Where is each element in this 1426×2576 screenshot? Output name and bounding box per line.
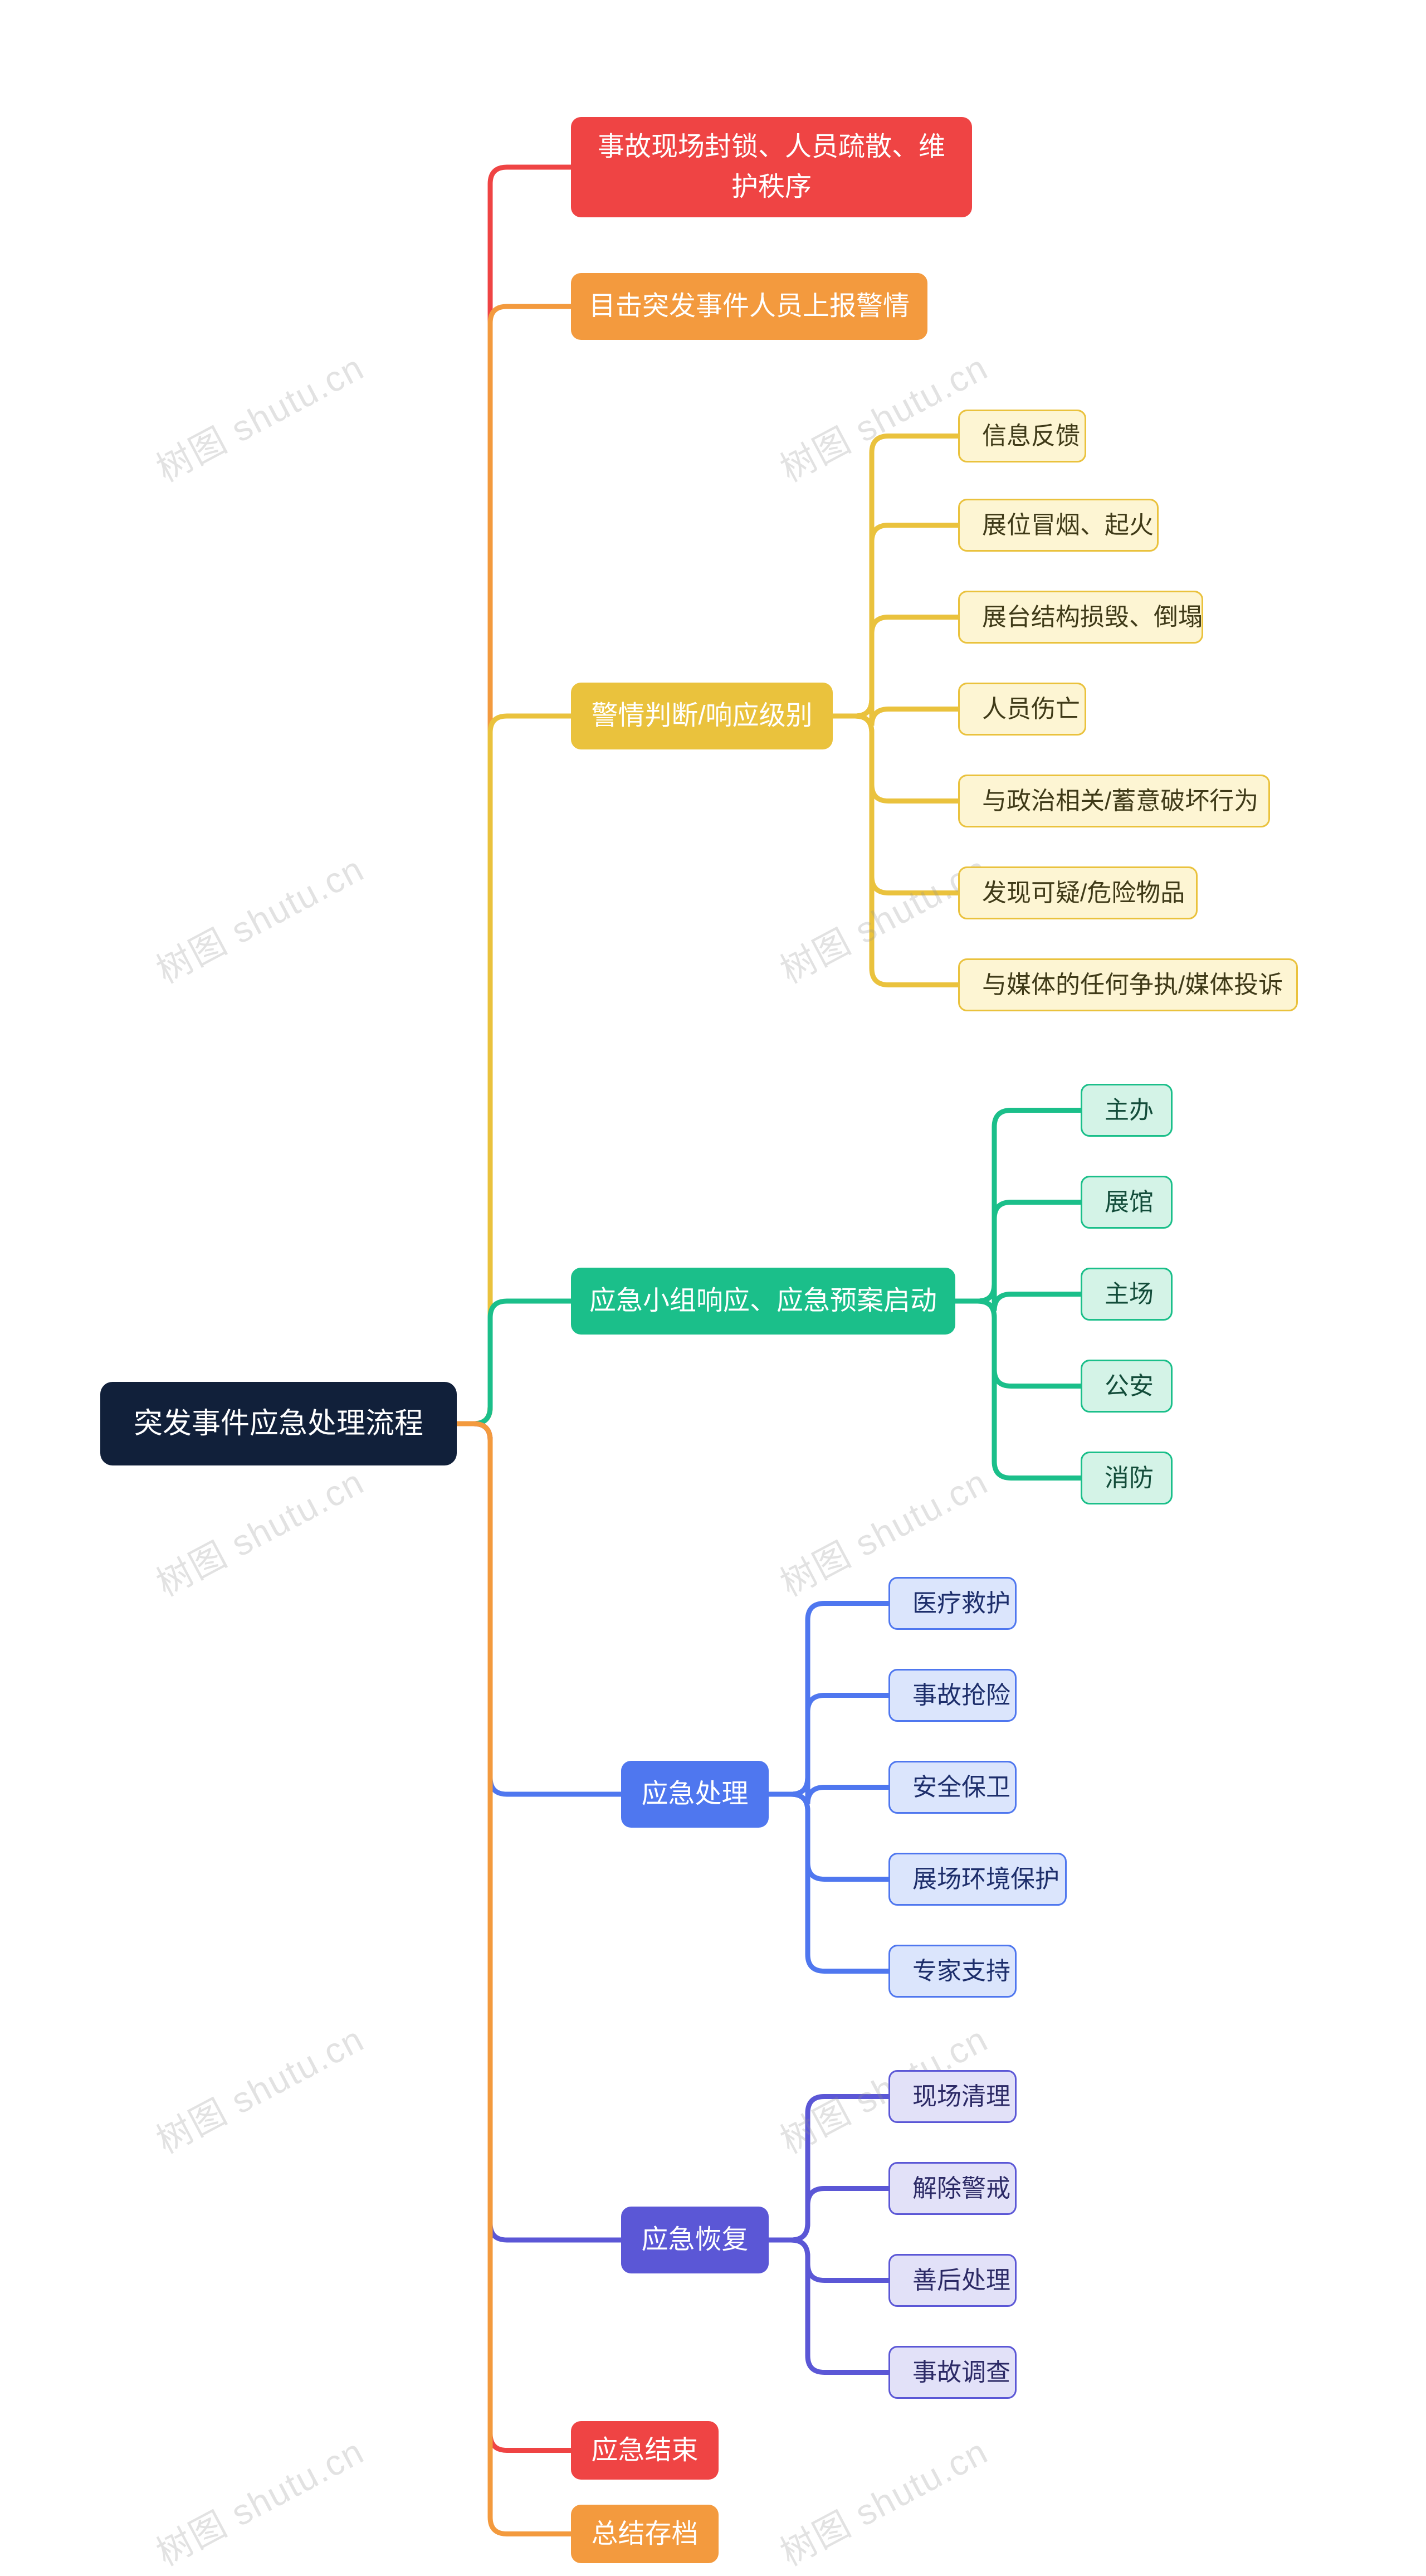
leaf-node-3-1[interactable]: 展馆 (1081, 1176, 1173, 1229)
watermark-text: 树图 shutu.cn (146, 1454, 372, 1606)
leaf-node-2-5[interactable]: 发现可疑/危险物品 (958, 866, 1198, 919)
leaf-label: 人员伤亡 (982, 691, 1080, 728)
watermark-text: 树图 shutu.cn (146, 339, 372, 492)
leaf-label: 专家支持 (912, 1953, 1010, 1990)
branch-node-5[interactable]: 应急恢复 (621, 2207, 769, 2273)
leaf-node-4-3[interactable]: 展场环境保护 (888, 1853, 1067, 1906)
leaf-label: 公安 (1105, 1368, 1154, 1405)
branch-label: 总结存档 (592, 2514, 699, 2554)
leaf-label: 事故调查 (912, 2354, 1010, 2391)
leaf-node-3-0[interactable]: 主办 (1081, 1084, 1173, 1137)
leaf-node-2-3[interactable]: 人员伤亡 (958, 683, 1086, 736)
branch-node-0[interactable]: 事故现场封锁、人员疏散、维护秩序 (571, 117, 972, 217)
root-label: 突发事件应急处理流程 (134, 1402, 423, 1445)
leaf-label: 发现可疑/危险物品 (982, 875, 1185, 912)
leaf-node-5-1[interactable]: 解除警戒 (888, 2162, 1017, 2215)
leaf-node-4-1[interactable]: 事故抢险 (888, 1669, 1017, 1722)
leaf-node-3-4[interactable]: 消防 (1081, 1452, 1173, 1504)
leaf-label: 主办 (1105, 1092, 1154, 1129)
mindmap-canvas: 树图 shutu.cn 树图 shutu.cn 树图 shutu.cn 树图 shut… (0, 0, 1426, 2567)
leaf-node-2-4[interactable]: 与政治相关/蓄意破坏行为 (958, 775, 1270, 827)
leaf-node-5-0[interactable]: 现场清理 (888, 2070, 1017, 2123)
leaf-label: 展馆 (1105, 1184, 1154, 1221)
branch-node-1[interactable]: 目击突发事件人员上报警情 (571, 273, 927, 340)
leaf-label: 与媒体的任何争执/媒体投诉 (982, 967, 1283, 1004)
branch-node-7[interactable]: 总结存档 (571, 2505, 719, 2563)
branch-node-4[interactable]: 应急处理 (621, 1761, 769, 1828)
watermark-text: 树图 shutu.cn (146, 2011, 372, 2164)
leaf-label: 与政治相关/蓄意破坏行为 (982, 783, 1258, 820)
leaf-node-4-4[interactable]: 专家支持 (888, 1945, 1017, 1998)
leaf-label: 医疗救护 (912, 1585, 1010, 1622)
leaf-label: 安全保卫 (912, 1769, 1010, 1806)
watermark-text: 树图 shutu.cn (770, 2423, 995, 2576)
branch-label: 警情判断/响应级别 (591, 696, 812, 736)
branch-node-2[interactable]: 警情判断/响应级别 (571, 683, 833, 749)
root-node[interactable]: 突发事件应急处理流程 (100, 1382, 457, 1465)
leaf-label: 事故抢险 (912, 1677, 1010, 1714)
leaf-label: 解除警戒 (912, 2170, 1010, 2207)
branch-node-6[interactable]: 应急结束 (571, 2421, 719, 2480)
branch-label: 事故现场封锁、人员疏散、维护秩序 (595, 127, 948, 207)
leaf-label: 信息反馈 (982, 418, 1080, 455)
leaf-label: 主场 (1105, 1276, 1154, 1313)
leaf-label: 消防 (1105, 1460, 1154, 1497)
leaf-node-2-2[interactable]: 展台结构损毁、倒塌 (958, 591, 1203, 644)
leaf-node-4-2[interactable]: 安全保卫 (888, 1761, 1017, 1814)
watermark-text: 树图 shutu.cn (146, 841, 372, 994)
branch-label: 目击突发事件人员上报警情 (589, 286, 910, 327)
branch-label: 应急恢复 (642, 2220, 749, 2260)
leaf-node-5-3[interactable]: 事故调查 (888, 2346, 1017, 2399)
leaf-node-2-0[interactable]: 信息反馈 (958, 410, 1086, 462)
branch-label: 应急处理 (642, 1774, 749, 1814)
leaf-node-2-6[interactable]: 与媒体的任何争执/媒体投诉 (958, 958, 1298, 1011)
leaf-label: 现场清理 (912, 2078, 1010, 2115)
leaf-node-2-1[interactable]: 展位冒烟、起火 (958, 499, 1159, 552)
leaf-label: 展台结构损毁、倒塌 (982, 599, 1203, 636)
leaf-node-3-3[interactable]: 公安 (1081, 1360, 1173, 1413)
leaf-node-4-0[interactable]: 医疗救护 (888, 1577, 1017, 1630)
leaf-label: 展场环境保护 (912, 1861, 1059, 1898)
branch-node-3[interactable]: 应急小组响应、应急预案启动 (571, 1268, 955, 1335)
branch-label: 应急小组响应、应急预案启动 (589, 1281, 937, 1321)
leaf-label: 展位冒烟、起火 (982, 507, 1154, 544)
branch-label: 应急结束 (592, 2431, 699, 2471)
watermark-text: 树图 shutu.cn (146, 2423, 372, 2576)
leaf-label: 善后处理 (912, 2262, 1010, 2299)
leaf-node-3-2[interactable]: 主场 (1081, 1268, 1173, 1321)
leaf-node-5-2[interactable]: 善后处理 (888, 2254, 1017, 2307)
